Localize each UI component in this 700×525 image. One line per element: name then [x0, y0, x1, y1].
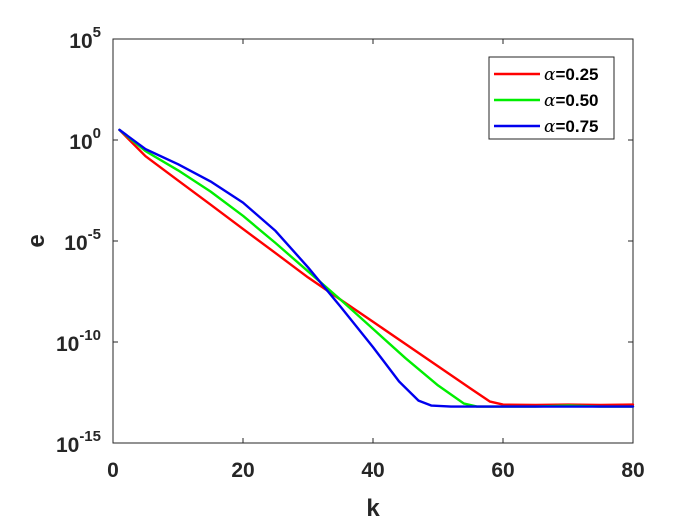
- y-tick-label: 10-5: [64, 226, 101, 255]
- x-tick-label: 40: [361, 459, 384, 482]
- legend-entries: α=0.25α=0.50α=0.75: [494, 65, 599, 137]
- y-tick-base: 10: [56, 333, 79, 356]
- y-tick-exponent: -15: [79, 428, 101, 445]
- y-tick-exponent: -10: [79, 327, 101, 344]
- legend-label-symbol: α: [544, 65, 556, 85]
- series-line: [118, 128, 635, 407]
- y-tick-base: 10: [64, 232, 87, 255]
- y-tick-exponent: 0: [93, 125, 101, 142]
- y-axis-title: e: [23, 234, 50, 247]
- x-tick-label: 0: [107, 459, 119, 482]
- y-tick-label: 105: [69, 24, 101, 53]
- y-tick-label: 10-10: [56, 327, 101, 356]
- x-tick-label: 80: [621, 459, 644, 482]
- y-tick-label: 10-15: [56, 428, 101, 457]
- series-lines: [118, 128, 635, 408]
- x-tick-label: 60: [491, 459, 514, 482]
- legend-label: α=0.75: [544, 117, 599, 137]
- y-tick-exponent: -5: [88, 226, 101, 243]
- legend-label-symbol: α: [544, 117, 556, 137]
- series-line: [118, 128, 635, 408]
- x-axis-title: k: [366, 495, 380, 522]
- y-tick-label: 100: [69, 125, 101, 154]
- legend-label-value: =0.50: [555, 91, 598, 110]
- y-tick-base: 10: [69, 131, 92, 154]
- legend-label-value: =0.75: [555, 117, 598, 136]
- y-tick-base: 10: [56, 434, 79, 457]
- axis-ticks: [112, 38, 634, 444]
- y-tick-exponent: 5: [93, 24, 101, 41]
- y-tick-base: 10: [69, 30, 92, 53]
- x-tick-label: 20: [231, 459, 254, 482]
- legend: α=0.25α=0.50α=0.75: [488, 56, 615, 140]
- legend-label-value: =0.25: [555, 65, 598, 84]
- x-tick-labels: 0 20 40 60 80: [107, 459, 645, 482]
- legend-label: α=0.25: [544, 65, 599, 85]
- legend-label: α=0.50: [544, 91, 599, 111]
- legend-label-symbol: α: [544, 91, 556, 111]
